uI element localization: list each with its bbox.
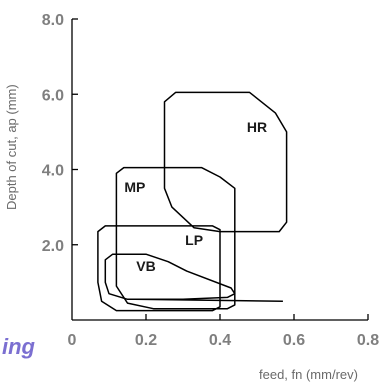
y-tick-label: 6.0: [42, 87, 64, 104]
chart-region-labels: HR MP LP VB: [124, 119, 267, 274]
y-axis-label: Depth of cut, ap (mm): [4, 84, 19, 210]
x-tick-label: 0.2: [135, 332, 157, 349]
cropped-overlay-text: ing: [2, 334, 36, 359]
region-label-lp: LP: [185, 232, 203, 248]
region-extension-line: [134, 298, 283, 302]
y-tick-label: 8.0: [42, 12, 64, 29]
x-tick-label: 0: [68, 332, 77, 349]
x-tick-label: 0.8: [357, 332, 379, 349]
region-label-hr: HR: [247, 119, 267, 135]
x-tick-label: 0.4: [209, 332, 231, 349]
x-tick-label: 0.6: [283, 332, 305, 349]
chart-axes: 2.0 4.0 6.0 8.0 0 0.2 0.4 0.6 0.8: [42, 12, 379, 349]
region-lp-outline: [97, 225, 221, 312]
region-vb-outline: [104, 253, 236, 301]
region-hr-outline: [163, 91, 288, 233]
y-tick-label: 4.0: [42, 163, 64, 180]
region-label-vb: VB: [136, 258, 155, 274]
chart-regions: [97, 91, 288, 312]
y-tick-label: 2.0: [42, 238, 64, 255]
x-axis-label: feed, fn (mm/rev): [259, 367, 358, 382]
region-label-mp: MP: [124, 179, 145, 195]
